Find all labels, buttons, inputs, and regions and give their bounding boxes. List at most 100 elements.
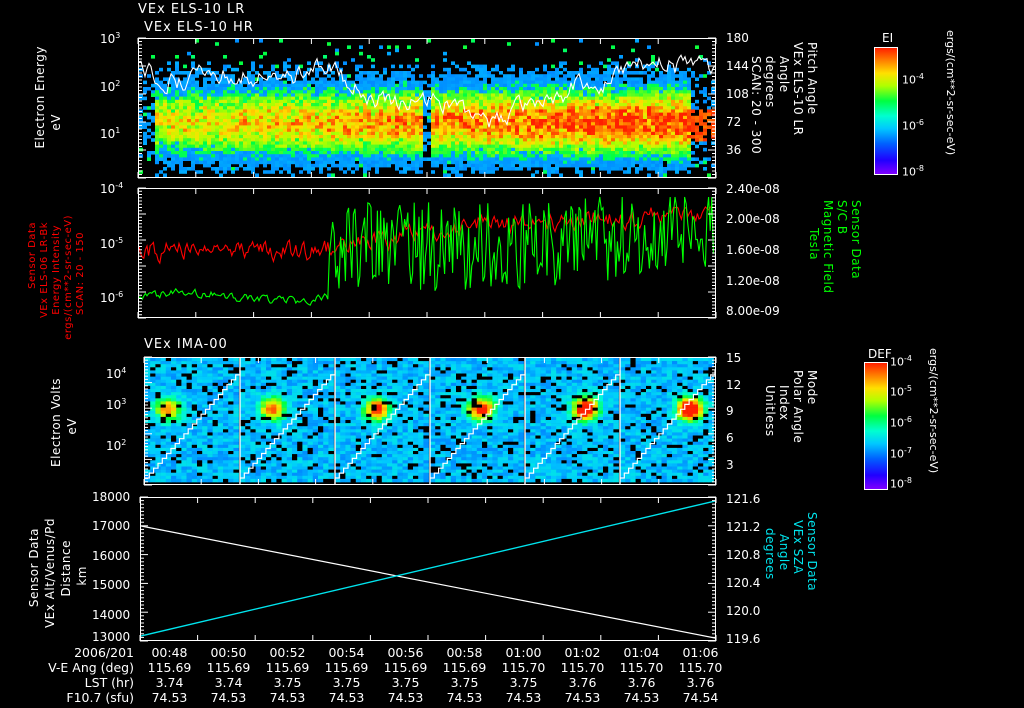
panel1-y2label-4: degrees (763, 56, 777, 108)
table-cell: 00:52 (269, 645, 306, 660)
panel3-ytick-2: 102 (106, 438, 127, 453)
panel4-y2tick-4: 120.0 (726, 604, 761, 618)
panel4-y2tick-3: 120.4 (726, 576, 761, 590)
panel1-y2tick-1: 144 (726, 59, 749, 73)
table-cell: 115.70 (678, 660, 723, 675)
panel3-y2tick-3: 6 (726, 431, 734, 445)
table-row: 2006/201 00:48 00:50 00:52 00:54 00:56 00:58 01… (0, 645, 730, 660)
panel3-colorbar-tick-3: 10-7 (890, 446, 912, 461)
panel3-y2tick-2: 9 (726, 404, 734, 418)
table-cell: 74.53 (623, 690, 660, 705)
panel3-ytick-1: 103 (106, 397, 127, 412)
table-row-label: F10.7 (sfu) (66, 690, 134, 705)
panel2-ylabel-2: VEx ELS-06 LR-Bk (39, 222, 50, 319)
panel3-spectrogram (145, 358, 715, 484)
table-cell: 74.53 (328, 690, 365, 705)
table-cell: 74.53 (210, 690, 247, 705)
table-row: F10.7 (sfu) 74.53 74.53 74.53 74.53 74.53 74.5… (0, 690, 730, 705)
panel1-ytick-1: 102 (100, 79, 121, 94)
panel1-plot-area[interactable] (138, 38, 716, 178)
table-cell: 3.74 (214, 675, 243, 690)
table-cell: 74.54 (682, 690, 719, 705)
table-cell: 74.53 (564, 690, 601, 705)
panel4-y2label-2: VEx SZA (791, 520, 805, 575)
panel1-y2label-3: Angle (777, 56, 791, 93)
panel1-title-line2: VEx ELS-10 HR (144, 20, 254, 35)
panel2-ytick-0: 10-4 (100, 181, 124, 196)
panel4-y2tick-1: 121.2 (726, 520, 761, 534)
table-row: V-E Ang (deg) 115.69 115.69 115.69 115.69 115… (0, 660, 730, 675)
panel3-y2tick-4: 3 (726, 458, 734, 472)
panel3-colorbar-tick-4: 10-8 (890, 476, 912, 491)
panel3-colorbar-units: ergs/(cm**2-sr-sec-eV) (927, 348, 940, 474)
panel4-y2label-1: Sensor Data (805, 512, 819, 592)
table-row-label: V-E Ang (deg) (48, 660, 134, 675)
panel1-colorbar-units: ergs/(cm**2-sr-sec-eV) (944, 30, 957, 156)
table-cell: 3.75 (332, 675, 361, 690)
table-cell: 74.53 (505, 690, 542, 705)
panel4-ytick-3: 15000 (92, 578, 131, 592)
panel1-ylabel-2: eV (49, 114, 63, 131)
panel4-y2label-4: degrees (763, 528, 777, 580)
panel2-ylabel-4: ergs/(cm**2-sr-sec-eV) (63, 215, 74, 340)
panel1-colorbar-tick-0: 10-4 (902, 72, 924, 87)
table-cell: 74.53 (446, 690, 483, 705)
table-cell: 3.76 (627, 675, 656, 690)
panel2-y2tick-0: 2.40e-08 (726, 182, 780, 196)
panel3-y2tick-0: 15 (726, 351, 742, 365)
table-cell: 115.69 (442, 660, 487, 675)
table-cell: 115.70 (619, 660, 664, 675)
panel3-colorbar-tick-0: 10-4 (890, 354, 912, 369)
panel2-ylabel-1: Sensor Data (27, 222, 38, 289)
panel4-lines (141, 498, 715, 640)
panel4-y2tick-2: 120.8 (726, 548, 761, 562)
table-row: LST (hr) 3.74 3.74 3.75 3.75 3.75 3.75 3.75 3.76… (0, 675, 730, 690)
panel2-ytick-2: 10-6 (100, 290, 124, 305)
panel2-y2label-2: S/C B (835, 200, 849, 235)
table-cell: 00:54 (328, 645, 365, 660)
table-cell: 3.76 (568, 675, 597, 690)
panel4-ytick-5: 13000 (92, 630, 131, 644)
table-cell: 115.69 (206, 660, 251, 675)
panel2-ytick-1: 10-5 (100, 236, 124, 251)
panel3-ylabel-1: Electron Volts (49, 378, 63, 467)
panel1-ytick-0: 103 (100, 31, 121, 46)
panel1-spectrogram (139, 39, 715, 177)
panel2-y2label-4: Tesla (807, 228, 821, 261)
table-cell: 74.53 (151, 690, 188, 705)
table-cell: 3.75 (273, 675, 302, 690)
panel3-y2label-4: Unitless (763, 385, 777, 437)
panel3-ytick-0: 104 (106, 366, 127, 381)
table-cell: 01:00 (505, 645, 542, 660)
panel2-plot-area[interactable] (138, 188, 716, 318)
panel4-y2tick-0: 121.6 (726, 492, 761, 506)
panel4-ylabel-1: Sensor Data (27, 528, 41, 608)
bottom-table: 2006/201 00:48 00:50 00:52 00:54 00:56 00:58 01… (0, 645, 1024, 705)
panel3-ylabel-2: eV (65, 418, 79, 435)
panel4-ylabel-2: VEx Alt/Venus/Pd (43, 518, 57, 629)
table-cell: 3.75 (391, 675, 420, 690)
table-cell: 3.74 (155, 675, 184, 690)
panel2-y2tick-1: 2.00e-08 (726, 212, 780, 226)
panel1-y2tick-0: 180 (726, 31, 749, 45)
panel4-ylabel-3: Distance (59, 540, 73, 597)
panel3-colorbar-tick-1: 10-5 (890, 384, 912, 399)
panel1-colorbar-tick-1: 10-6 (902, 118, 924, 133)
panel4-ytick-2: 16000 (92, 549, 131, 563)
panel2-y2tick-3: 1.20e-08 (726, 274, 780, 288)
panel1-y2tick-2: 108 (726, 87, 749, 101)
table-cell: 74.53 (387, 690, 424, 705)
panel3-y2label-2: Polar Angle (791, 370, 805, 444)
panel3-plot-area[interactable] (144, 357, 716, 485)
panel4-sza-line (141, 500, 715, 637)
table-cell: 00:58 (446, 645, 483, 660)
panel1-ylabel-1: Electron Energy (33, 46, 47, 149)
panel3-colorbar (864, 362, 888, 490)
panel1-y2tick-4: 36 (726, 143, 742, 157)
panel3-y2tick-1: 12 (726, 378, 742, 392)
panel1-colorbar (874, 47, 898, 175)
panel4-plot-area[interactable] (140, 497, 716, 641)
panel2-lines (139, 189, 715, 317)
panel2-y2label-3: Magnetic Field (821, 200, 835, 294)
panel2-ylabel-3: Energy Intensity (51, 225, 62, 315)
